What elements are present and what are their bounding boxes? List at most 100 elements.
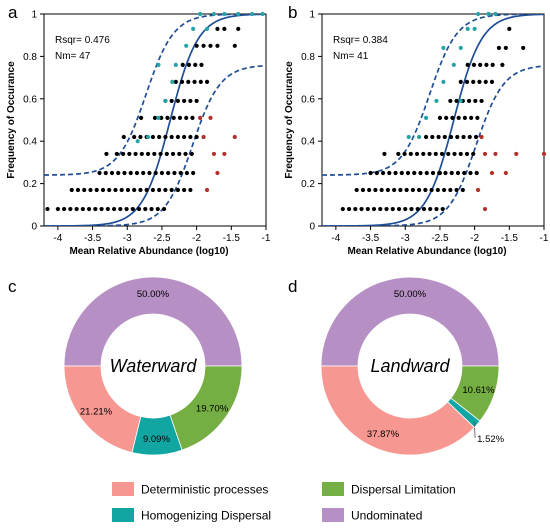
point-within: [163, 134, 168, 140]
point-below: [201, 134, 206, 140]
point-within: [138, 134, 143, 140]
point-within: [74, 206, 79, 212]
point-within: [464, 151, 470, 157]
point-above: [472, 26, 477, 31]
point-within: [198, 79, 203, 84]
point-within: [434, 206, 439, 212]
point-within: [118, 206, 123, 212]
point-within: [145, 151, 151, 157]
point-within: [178, 170, 183, 176]
legend: Deterministic processes Dispersal Limitat…: [112, 482, 456, 523]
point-within: [478, 62, 483, 67]
point-within: [443, 170, 448, 176]
point-within: [473, 134, 479, 140]
point-within: [387, 170, 392, 176]
point-within: [208, 43, 213, 48]
point-above: [451, 62, 456, 67]
point-within: [471, 79, 476, 84]
point-within: [340, 206, 345, 212]
legend-label: Homogenizing Dispersal: [141, 509, 271, 523]
x-tick-label: -4: [53, 233, 62, 244]
point-within: [460, 187, 465, 193]
point-above: [222, 11, 227, 17]
lower-ci-curve: [322, 65, 544, 226]
point-within: [484, 62, 489, 67]
point-within: [360, 187, 366, 193]
point-below: [482, 151, 488, 157]
point-within: [173, 79, 178, 84]
y-tick-label: 0.2: [301, 179, 315, 190]
point-within: [170, 151, 176, 157]
point-within: [175, 134, 180, 140]
legend-swatch: [112, 508, 134, 522]
point-within: [448, 134, 454, 140]
point-within: [182, 98, 187, 104]
point-within: [371, 206, 377, 212]
point-within: [124, 206, 129, 212]
point-within: [359, 206, 364, 212]
point-below: [475, 187, 481, 193]
point-within: [424, 170, 429, 176]
point-within: [403, 206, 408, 212]
x-tick-label: -2.5: [431, 233, 449, 244]
point-within: [423, 134, 429, 140]
fitted-curve: [322, 14, 544, 226]
point-above: [191, 26, 196, 31]
point-within: [430, 134, 435, 140]
point-within: [490, 62, 495, 67]
point-above: [145, 134, 151, 140]
point-within: [458, 79, 463, 84]
point-within: [116, 170, 121, 176]
point-within: [171, 115, 176, 120]
point-within: [194, 43, 199, 48]
point-within: [94, 187, 99, 193]
y-tick-label: 0.4: [23, 137, 37, 148]
donut-center-label: Waterward: [110, 356, 198, 376]
point-within: [396, 206, 402, 212]
point-within: [456, 115, 461, 120]
point-within: [132, 187, 137, 193]
point-above: [486, 11, 491, 17]
point-within: [139, 151, 144, 157]
legend-item-homogenizing-dispersal: Homogenizing Dispersal: [112, 508, 271, 523]
point-within: [100, 187, 106, 193]
x-axis-title: Mean Relative Abundance (log10): [69, 246, 228, 257]
point-within: [159, 170, 165, 176]
point-within: [521, 45, 526, 51]
point-within: [150, 134, 156, 140]
point-within: [436, 134, 441, 140]
point-below: [197, 115, 203, 120]
point-within: [433, 151, 438, 157]
point-within: [442, 187, 447, 193]
point-within: [199, 62, 204, 67]
point-within: [346, 206, 352, 212]
slice-label: 50.00%: [394, 289, 427, 300]
point-within: [88, 187, 93, 193]
point-above: [493, 11, 498, 17]
point-within: [107, 187, 112, 193]
point-below: [493, 151, 498, 157]
donut-panel-d: d 50.00% 10.61% 1.52% 37.87% Landward: [288, 276, 505, 456]
point-within: [194, 98, 199, 104]
point-within: [169, 98, 174, 104]
point-within: [153, 170, 158, 176]
point-within: [184, 115, 189, 120]
point-within: [133, 151, 138, 157]
data-points: [45, 11, 265, 212]
point-within: [215, 43, 220, 48]
point-within: [378, 206, 383, 212]
point-within: [409, 206, 414, 212]
point-within: [191, 170, 196, 176]
point-within: [138, 187, 143, 193]
point-above: [417, 134, 422, 140]
point-within: [177, 151, 182, 157]
point-above: [458, 45, 463, 51]
point-within: [186, 79, 191, 84]
point-within: [82, 187, 87, 193]
point-within: [430, 170, 436, 176]
plot-frame: [43, 13, 267, 227]
point-within: [368, 170, 373, 176]
point-within: [62, 206, 67, 212]
point-within: [232, 43, 237, 48]
x-tick-label: -3.5: [362, 233, 380, 244]
